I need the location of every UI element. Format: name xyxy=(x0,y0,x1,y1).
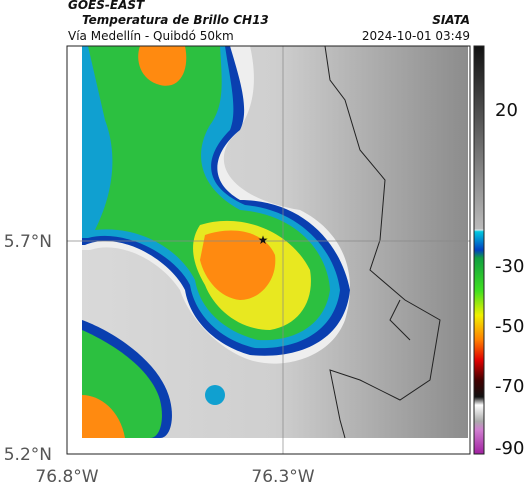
map-frame xyxy=(66,45,471,455)
lon-tick: 76.3°W xyxy=(251,467,314,487)
lon-tick: 76.8°W xyxy=(35,467,98,487)
borders xyxy=(324,45,441,439)
timestamp: 2024-10-01 03:49 xyxy=(362,29,470,43)
colorbar-tick: -30 xyxy=(495,256,524,277)
colorbar-tick: -90 xyxy=(495,438,524,459)
source: SIATA xyxy=(432,13,470,27)
colorbar-tick: 20 xyxy=(495,100,518,121)
colorbar xyxy=(473,45,485,455)
subtitle: Temperatura de Brillo CH13 xyxy=(82,13,269,27)
colorbar-tick: -50 xyxy=(495,316,524,337)
lat-tick: 5.7°N xyxy=(4,232,52,252)
lat-tick: 5.2°N xyxy=(4,445,52,465)
location: Vía Medellín - Quibdó 50km xyxy=(68,29,234,43)
title: GOES-EAST xyxy=(68,0,145,12)
location-marker: ★ xyxy=(258,233,269,247)
colorbar-tick: -70 xyxy=(495,376,524,397)
cloud-field xyxy=(82,46,350,438)
